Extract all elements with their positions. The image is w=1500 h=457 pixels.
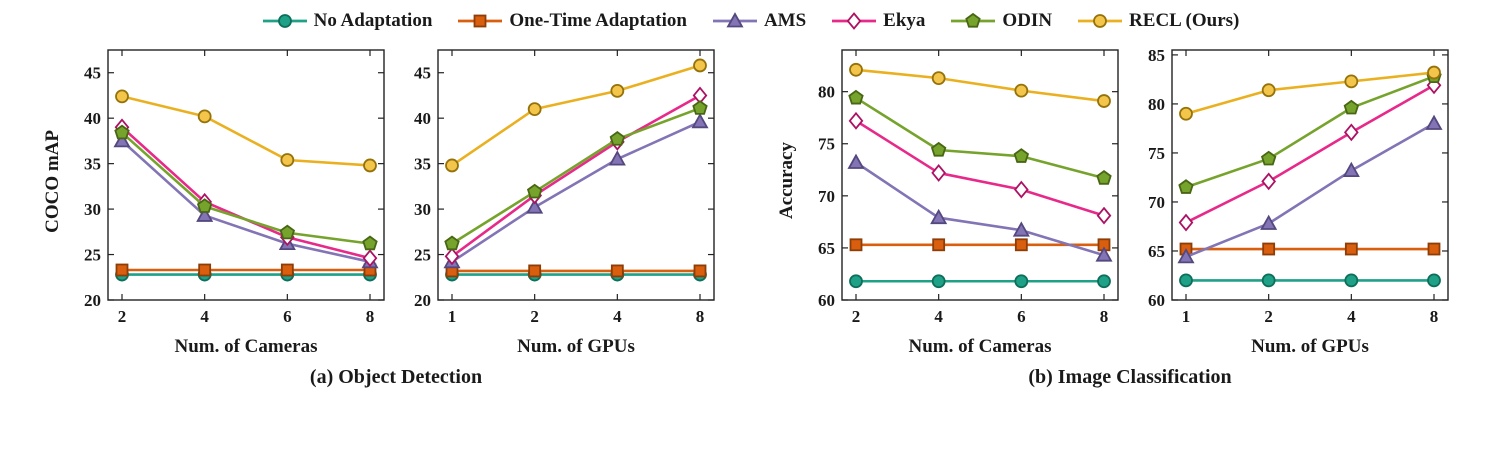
chart-image-classification-gpus: 60 65 70 75 80 85 1 2 4 8 Num. of GPUs [1148,46,1449,357]
series-ams [443,112,709,269]
y-tick-label: 25 [84,245,101,264]
series-recl-ours- [1179,65,1441,121]
y-tick-label: 80 [818,83,835,102]
ekya-marker-icon [832,12,877,30]
group-object-detection: COCO mAP 20 25 30 35 40 45 2 4 6 8 Num. of Cameras… [40,36,726,389]
y-tick-label: 60 [1148,291,1165,310]
x-axis-label: Num. of GPUs [1251,336,1369,357]
recl-marker-icon [1078,14,1123,28]
series-no-adaptation [849,274,1111,289]
series-one-time-adaptation [115,263,377,277]
charts-row: COCO mAP 20 25 30 35 40 45 2 4 6 8 Num. of Cameras… [40,36,1460,389]
series-ekya [114,118,378,268]
x-tick-label: 1 [1182,307,1191,326]
x-axis-label: Num. of Cameras [174,336,317,357]
legend-label: One-Time Adaptation [509,10,687,31]
y-tick-label: 70 [1148,193,1165,212]
caption-object-detection: (a) Object Detection [309,366,483,388]
y-tick-label: 45 [414,64,431,83]
y-tick-label: 30 [414,200,431,219]
chart-image-classification-cameras: 60 65 70 75 80 2 4 6 8 Num. of Cameras [818,49,1119,357]
x-tick-label: 6 [283,307,292,326]
y-tick-label: 45 [84,64,101,83]
legend-item-odin: ODIN [949,10,1052,32]
legend-label: AMS [763,10,807,31]
y-tick-label: 30 [84,200,101,219]
series-odin [1178,68,1442,194]
series-ams [847,153,1113,262]
series-ekya [848,111,1112,225]
y-tick-label: 85 [1148,46,1165,65]
y-tick-label: 65 [1148,242,1165,261]
group-image-classification: Accuracy 60 65 70 75 80 2 4 6 8 Num. of Cameras 6… [774,36,1460,389]
legend: No Adaptation One-Time Adaptation AMS Ek… [261,10,1239,32]
y-tick-label: 35 [414,155,431,174]
y-tick-label: 60 [818,291,835,310]
x-tick-label: 2 [530,307,539,326]
series-ekya [444,86,708,266]
x-axis-label: Num. of Cameras [908,336,1051,357]
x-tick-label: 8 [1100,307,1109,326]
y-tick-label: 80 [1148,95,1165,114]
y-tick-label: 25 [414,245,431,264]
x-tick-label: 4 [934,307,943,326]
x-tick-label: 8 [366,307,375,326]
x-tick-label: 4 [200,307,209,326]
legend-item-one-time-adaptation: One-Time Adaptation [456,10,687,32]
x-tick-label: 2 [118,307,127,326]
series-ekya [1178,76,1442,232]
legend-label: No Adaptation [313,10,433,31]
series-one-time-adaptation [445,264,707,278]
y-tick-label: 40 [414,109,431,128]
series-odin [444,100,708,251]
x-tick-label: 6 [1017,307,1026,326]
legend-item-recl: RECL (Ours) [1076,10,1239,32]
chart-object-detection-gpus: 20 25 30 35 40 45 1 2 4 8 Num. of GPUs [414,49,715,357]
y-tick-label: 75 [818,135,835,154]
x-axis-label: Num. of GPUs [517,336,635,357]
y-axis-label-accuracy: Accuracy [776,142,797,220]
series-one-time-adaptation [1179,242,1441,256]
series-recl-ours- [445,58,707,173]
legend-item-ams: AMS [711,10,806,32]
chart-object-detection-cameras: 20 25 30 35 40 45 2 4 6 8 Num. of Cameras [84,49,385,357]
series-no-adaptation [1179,273,1441,288]
legend-label: ODIN [1002,10,1053,31]
no-adaptation-marker-icon [262,14,307,28]
y-tick-label: 20 [84,291,101,310]
legend-item-no-adaptation: No Adaptation [261,10,433,32]
x-tick-label: 4 [1347,307,1356,326]
series-ams [1177,114,1443,264]
series-recl-ours- [115,89,377,173]
legend-label: Ekya [883,10,926,31]
x-tick-label: 4 [613,307,622,326]
legend-label: RECL (Ours) [1129,10,1240,31]
y-axis-label-coco-map: COCO mAP [42,129,63,233]
ams-marker-icon [712,12,757,28]
y-tick-label: 65 [818,239,835,258]
series-odin [848,89,1112,185]
y-tick-label: 20 [414,291,431,310]
odin-marker-icon [951,12,996,28]
y-tick-label: 75 [1148,144,1165,163]
x-tick-label: 8 [696,307,705,326]
x-tick-label: 8 [1430,307,1439,326]
legend-item-ekya: Ekya [830,10,925,32]
series-odin [114,124,378,251]
caption-image-classification: (b) Image Classification [1028,366,1232,388]
x-tick-label: 1 [448,307,457,326]
x-tick-label: 2 [1264,307,1273,326]
y-tick-label: 35 [84,155,101,174]
y-tick-label: 40 [84,109,101,128]
one-time-adaptation-marker-icon [458,14,503,28]
series-recl-ours- [849,62,1111,108]
x-tick-label: 2 [852,307,861,326]
series-ams [113,132,379,269]
y-tick-label: 70 [818,187,835,206]
